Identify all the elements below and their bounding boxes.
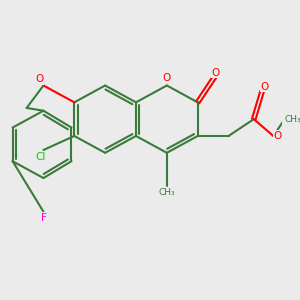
Text: Cl: Cl xyxy=(35,152,45,162)
Text: CH₃: CH₃ xyxy=(158,188,175,196)
Text: O: O xyxy=(274,131,282,141)
Text: F: F xyxy=(40,213,46,223)
Text: O: O xyxy=(212,68,220,78)
Text: CH₃: CH₃ xyxy=(285,115,300,124)
Text: O: O xyxy=(261,82,269,92)
Text: O: O xyxy=(35,74,44,84)
Text: O: O xyxy=(163,74,171,83)
